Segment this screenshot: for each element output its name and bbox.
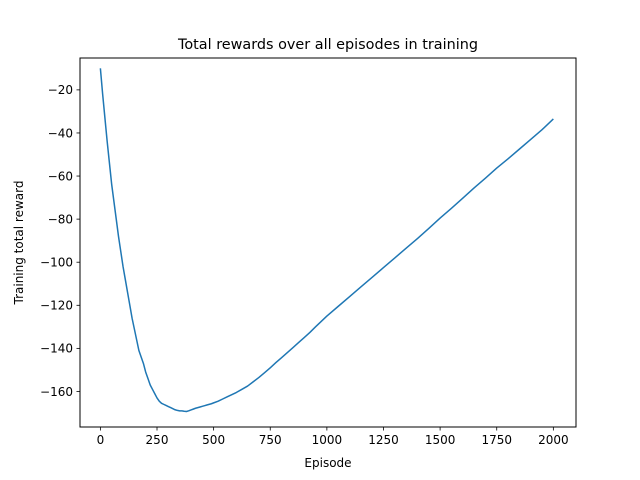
- y-axis-label: Training total reward: [12, 181, 26, 306]
- x-tick-label: 1250: [368, 433, 399, 447]
- x-tick-label: 750: [259, 433, 282, 447]
- x-tick-label: 2000: [538, 433, 569, 447]
- y-tick-label: −160: [40, 385, 73, 399]
- x-tick-label: 0: [97, 433, 105, 447]
- y-tick-label: −40: [48, 126, 73, 140]
- y-tick-label: −80: [48, 212, 73, 226]
- plot-area: [99, 68, 554, 413]
- x-axis-label: Episode: [304, 456, 351, 470]
- y-tick-label: −120: [40, 299, 73, 313]
- y-tick-label: −60: [48, 169, 73, 183]
- series-line-0: [99, 68, 554, 413]
- x-tick-label: 1750: [481, 433, 512, 447]
- axis-ticks: 0 250 500 750 1000 1250 1500 1750 2000 −160 −140 −1…: [40, 83, 569, 447]
- x-tick-label: 500: [202, 433, 225, 447]
- plot-frame: [79, 57, 577, 428]
- x-tick-label: 1500: [425, 433, 456, 447]
- y-tick-label: −100: [40, 256, 73, 270]
- x-tick-label: 1000: [312, 433, 343, 447]
- x-tick-label: 250: [146, 433, 169, 447]
- chart-title: Total rewards over all episodes in train…: [177, 37, 478, 53]
- y-tick-label: −140: [40, 342, 73, 356]
- y-tick-label: −20: [48, 83, 73, 97]
